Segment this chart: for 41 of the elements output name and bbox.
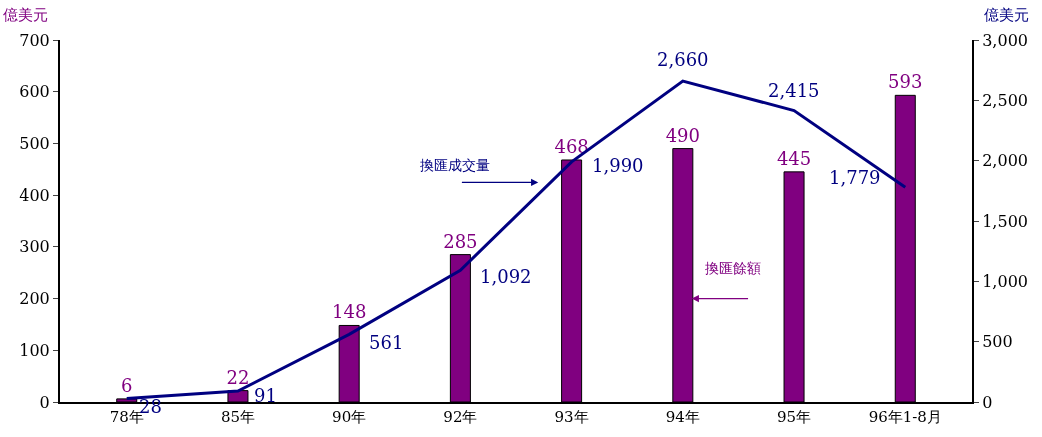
x-tick-label: 92年 — [443, 408, 478, 426]
y2-tick-label: 500 — [982, 332, 1013, 352]
y-tick-label: 600 — [19, 82, 50, 102]
data-label: 2,415 — [768, 80, 820, 101]
data-label: 148 — [331, 301, 367, 323]
y-tick-label: 700 — [19, 30, 50, 50]
y2-tick-label: 2,500 — [982, 90, 1029, 110]
series-label: 換匯餘額 — [705, 260, 761, 276]
x-tick-label: 95年 — [777, 408, 812, 426]
y2-tick-label: 0 — [982, 392, 993, 412]
data-label: 285 — [443, 230, 478, 252]
x-tick-label: 94年 — [665, 408, 700, 426]
data-label: 593 — [888, 71, 923, 93]
y-tick-label: 200 — [19, 289, 50, 309]
x-tick-label: 96年1-8月 — [868, 408, 942, 426]
y-tick-label: 100 — [19, 340, 50, 360]
y-axis-title: 億美元 — [3, 6, 48, 24]
y2-tick-label: 1,500 — [982, 211, 1029, 231]
data-label: 1,779 — [829, 167, 881, 188]
y-tick-label: 500 — [19, 134, 50, 154]
y2-tick-label: 3,000 — [982, 30, 1029, 50]
y-tick-label: 400 — [19, 185, 50, 205]
data-label: 445 — [776, 147, 812, 169]
data-label: 490 — [665, 124, 701, 146]
data-label: 468 — [554, 135, 589, 157]
data-label: 2,660 — [657, 49, 709, 70]
x-tick-label: 90年 — [332, 408, 367, 426]
data-label: 91 — [254, 385, 277, 406]
x-tick-label: 93年 — [554, 408, 589, 426]
data-label: 1,990 — [592, 155, 644, 176]
text: 換匯成交量 — [420, 157, 490, 173]
y-tick-label: 0 — [39, 392, 50, 412]
data-label: 22 — [226, 366, 250, 388]
data-label: 1,092 — [480, 266, 532, 287]
y-tick-label: 300 — [19, 237, 50, 257]
y2-tick-label: 2,000 — [982, 151, 1029, 171]
y2-tick-label: 1,000 — [982, 271, 1029, 291]
x-tick-label: 85年 — [220, 408, 255, 426]
data-label: 6 — [121, 374, 133, 396]
y2-axis-title: 億美元 — [984, 6, 1029, 24]
data-label: 561 — [369, 332, 404, 353]
